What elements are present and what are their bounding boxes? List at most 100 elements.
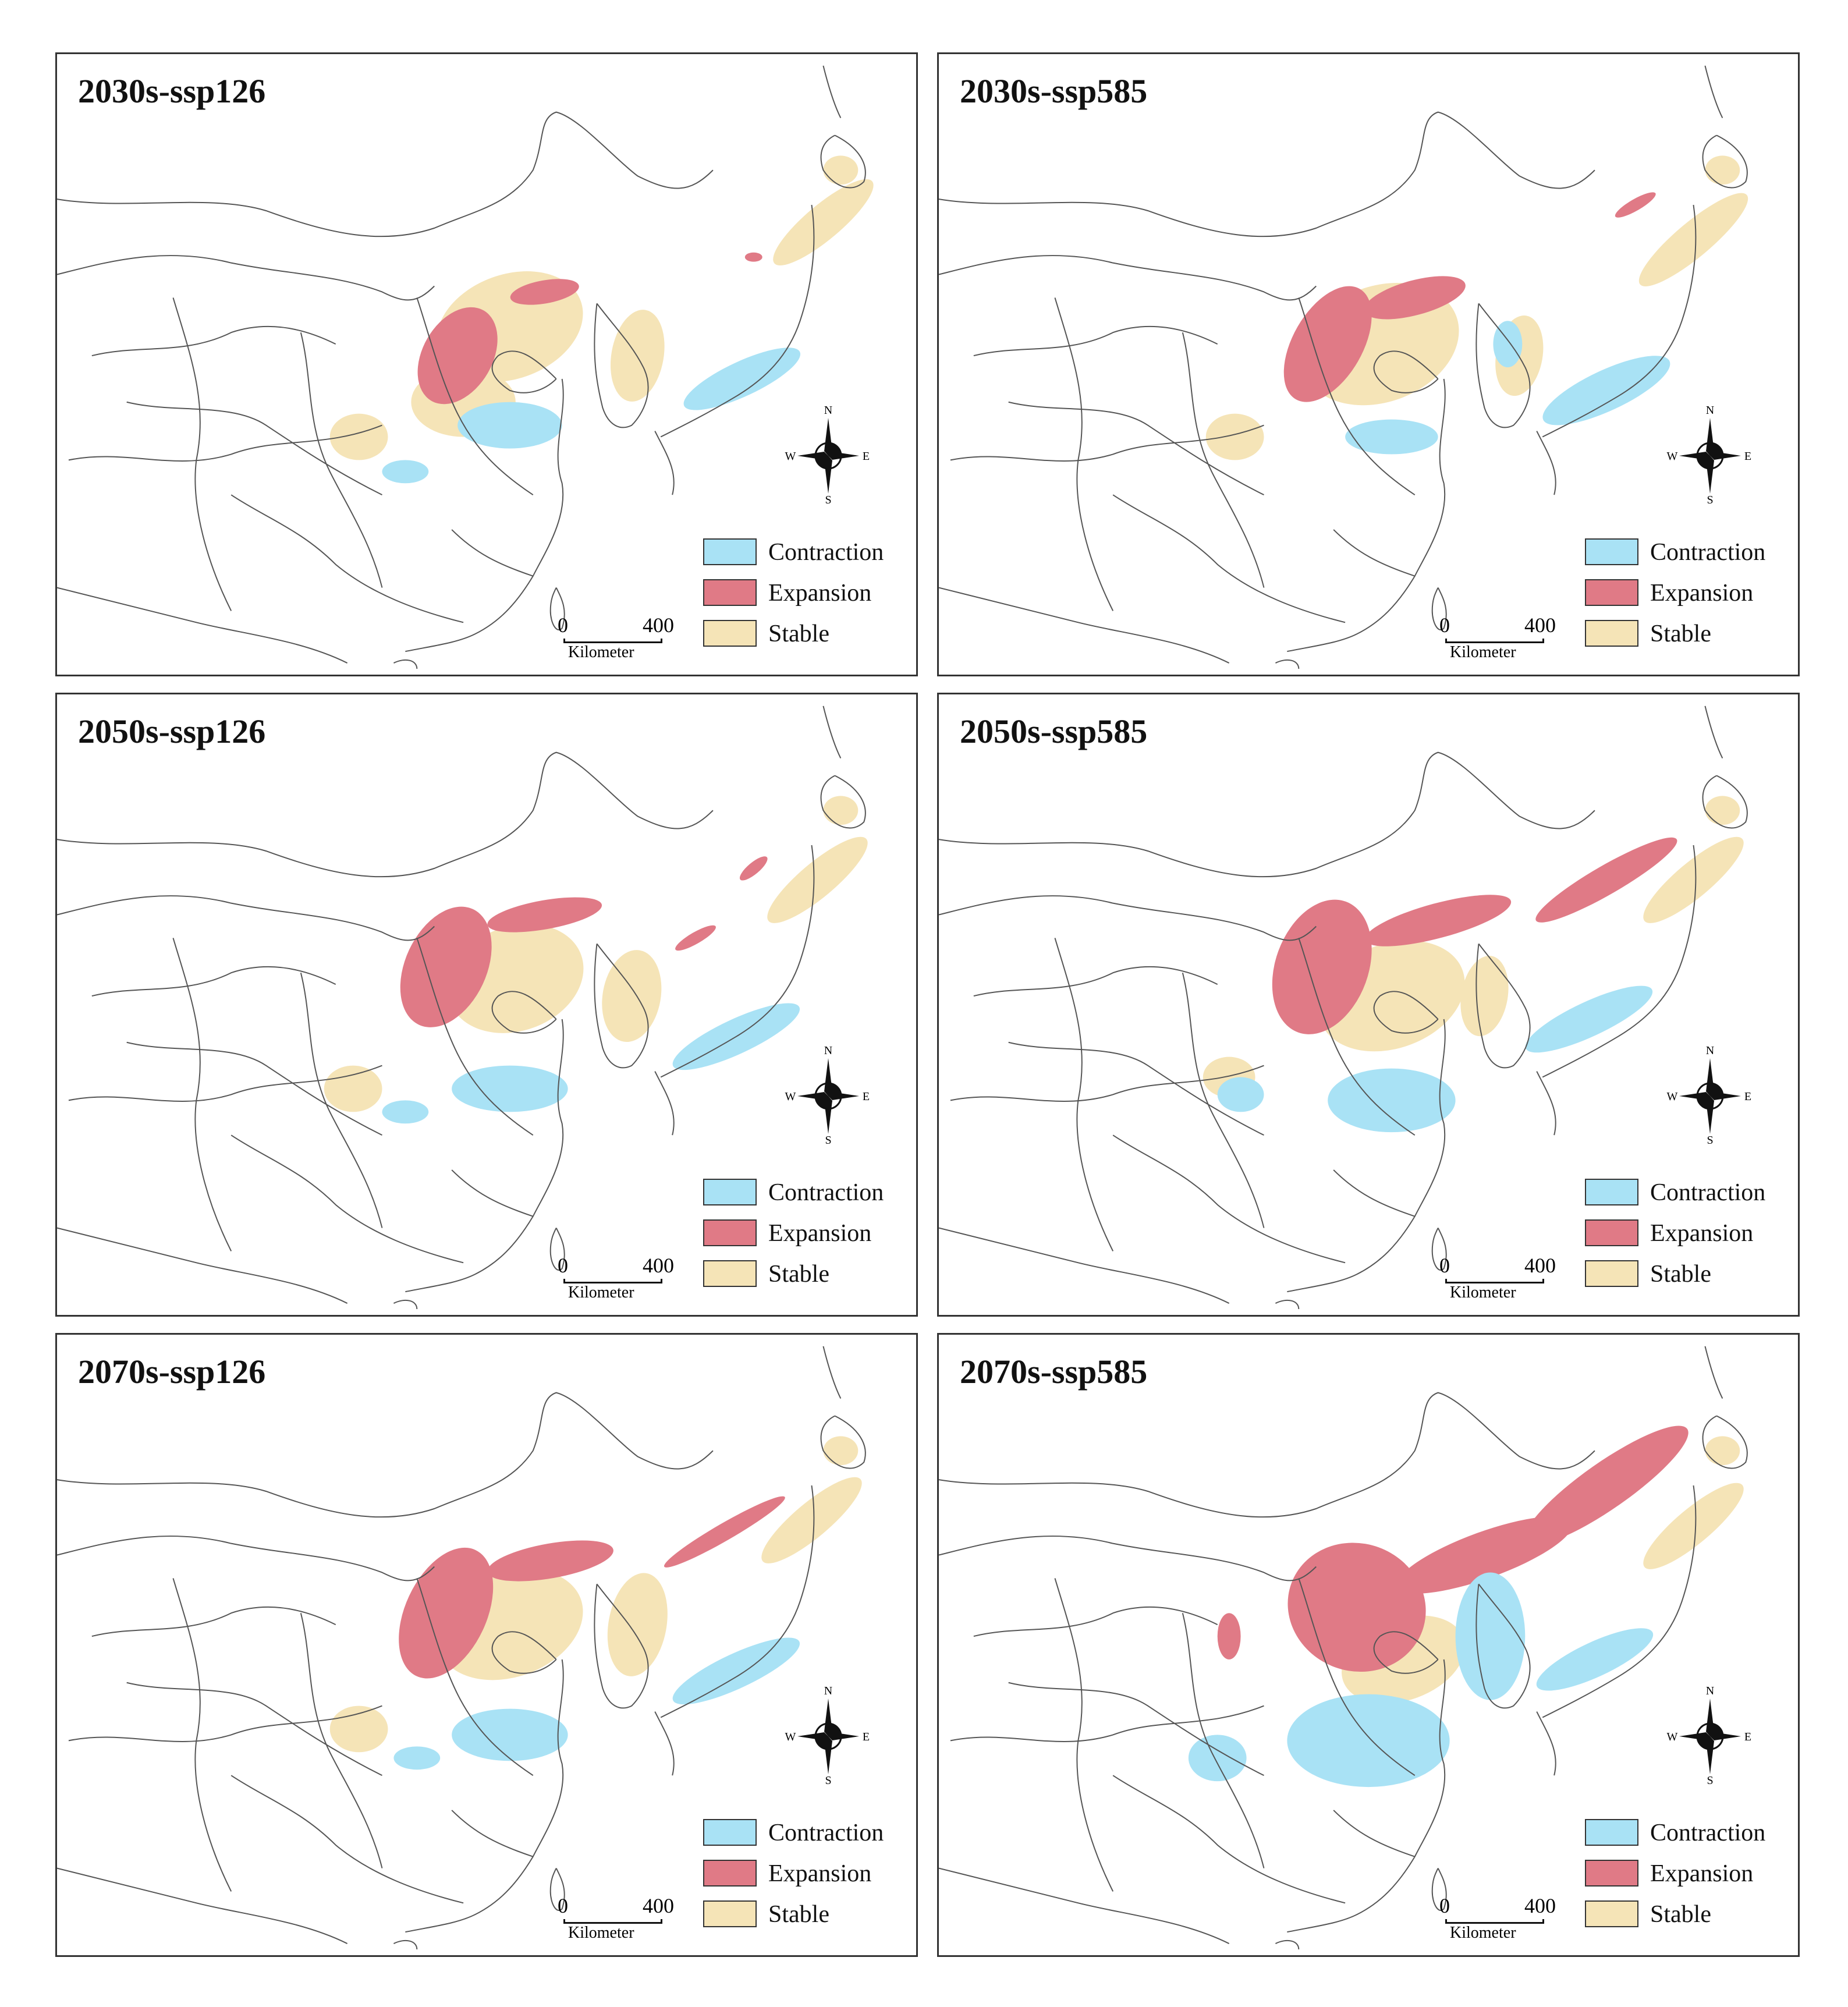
legend-label-contraction: Contraction xyxy=(1650,539,1766,566)
legend-label-expansion: Expansion xyxy=(1650,1220,1754,1247)
scale-max: 400 xyxy=(1524,1894,1556,1917)
scale-bar-line xyxy=(1445,1919,1544,1924)
legend-expansion: Expansion xyxy=(1585,1218,1798,1249)
legend-label-stable: Stable xyxy=(768,1261,829,1288)
legend-stable: Stable xyxy=(1585,1899,1798,1930)
compass-e: E xyxy=(863,450,870,463)
legend-swatch-expansion xyxy=(703,1860,757,1887)
legend-contraction: Contraction xyxy=(1585,537,1798,568)
legend-label-contraction: Contraction xyxy=(768,1179,884,1206)
north-arrow-icon: N S W E xyxy=(1667,1044,1752,1147)
legend-label-stable: Stable xyxy=(1650,620,1711,647)
map-panel-2070s-ssp126: 2070s-ssp126 N S W E Contraction Expansi… xyxy=(55,1333,918,1957)
base-map xyxy=(939,1346,1748,1950)
legend-label-contraction: Contraction xyxy=(768,1820,884,1846)
compass-e: E xyxy=(1744,450,1751,463)
legend-expansion: Expansion xyxy=(703,1218,916,1249)
scale-max: 400 xyxy=(1524,614,1556,637)
legend: Contraction Expansion Stable xyxy=(1585,1818,1794,1934)
scale-bar-line xyxy=(563,639,662,643)
map-panel-2070s-ssp585: 2070s-ssp585 N S W E Contraction Expansi… xyxy=(937,1333,1800,1957)
legend-swatch-stable xyxy=(703,620,757,647)
legend: Contraction Expansion Stable xyxy=(703,1178,913,1294)
legend-label-contraction: Contraction xyxy=(768,539,884,566)
expansion-area xyxy=(399,1496,785,1679)
legend-expansion: Expansion xyxy=(703,1859,916,1889)
legend-stable: Stable xyxy=(1585,1259,1798,1289)
legend-swatch-expansion xyxy=(1585,1219,1638,1246)
legend-label-contraction: Contraction xyxy=(1650,1820,1766,1846)
scale-bar: 0 400 Kilometer xyxy=(558,613,674,665)
scale-max: 400 xyxy=(643,1254,674,1277)
north-arrow-icon: N S W E xyxy=(785,404,870,506)
legend: Contraction Expansion Stable xyxy=(703,1818,913,1934)
country-boundaries xyxy=(939,705,1748,1310)
scale-bar-line xyxy=(563,1919,662,1924)
scale-bar: 0 400 Kilometer xyxy=(1439,1893,1556,1946)
legend: Contraction Expansion Stable xyxy=(1585,1178,1794,1294)
compass-s: S xyxy=(1707,1134,1713,1147)
scale-bar: 0 400 Kilometer xyxy=(1439,613,1556,665)
legend-swatch-contraction xyxy=(703,1819,757,1846)
legend-swatch-contraction xyxy=(1585,1819,1638,1846)
scale-bar-line xyxy=(1445,1279,1544,1283)
stable-area xyxy=(324,796,868,1112)
map-panel-2030s-ssp585: 2030s-ssp585 N S W E Contraction Expansi… xyxy=(937,52,1800,676)
legend-label-contraction: Contraction xyxy=(1650,1179,1766,1206)
compass-e: E xyxy=(863,1090,870,1103)
compass-s: S xyxy=(1707,494,1713,506)
compass-w: W xyxy=(785,450,796,463)
scale-zero: 0 xyxy=(1439,1254,1450,1277)
panel-title: 2070s-ssp126 xyxy=(78,1353,266,1391)
compass-n: N xyxy=(824,404,832,417)
scale-unit: Kilometer xyxy=(568,1283,634,1302)
compass-w: W xyxy=(1667,1090,1678,1103)
compass-w: W xyxy=(785,1731,796,1743)
legend-swatch-contraction xyxy=(703,1179,757,1205)
legend: Contraction Expansion Stable xyxy=(703,537,913,654)
scale-max: 400 xyxy=(643,1894,674,1917)
legend-label-expansion: Expansion xyxy=(1650,580,1754,607)
legend-label-expansion: Expansion xyxy=(768,580,872,607)
legend-stable: Stable xyxy=(1585,619,1798,649)
country-boundaries xyxy=(57,65,866,669)
legend-swatch-expansion xyxy=(703,579,757,606)
scale-zero: 0 xyxy=(558,614,568,637)
legend-contraction: Contraction xyxy=(703,537,916,568)
scale-zero: 0 xyxy=(558,1254,568,1277)
legend-swatch-stable xyxy=(703,1900,757,1927)
compass-n: N xyxy=(1706,1044,1714,1057)
contraction-area xyxy=(1188,1572,1654,1788)
compass-n: N xyxy=(1706,1685,1714,1697)
legend-stable: Stable xyxy=(703,619,916,649)
panel-title: 2030s-ssp126 xyxy=(78,72,266,110)
legend-swatch-contraction xyxy=(703,538,757,565)
legend-label-stable: Stable xyxy=(1650,1261,1711,1288)
scale-bar: 0 400 Kilometer xyxy=(558,1253,674,1306)
country-boundaries xyxy=(939,1346,1748,1950)
compass-e: E xyxy=(1744,1731,1751,1743)
legend-swatch-expansion xyxy=(1585,1860,1638,1887)
legend-swatch-contraction xyxy=(1585,538,1638,565)
panel-title: 2030s-ssp585 xyxy=(960,72,1148,110)
compass-n: N xyxy=(1706,404,1714,417)
scale-unit: Kilometer xyxy=(568,643,634,661)
expansion-area xyxy=(400,856,768,1027)
legend-expansion: Expansion xyxy=(1585,578,1798,608)
north-arrow-icon: N S W E xyxy=(1667,404,1752,506)
legend-swatch-expansion xyxy=(1585,579,1638,606)
scale-unit: Kilometer xyxy=(1450,1283,1516,1302)
expansion-area xyxy=(417,252,762,405)
scale-bar-line xyxy=(1445,639,1544,643)
contraction-area xyxy=(382,347,801,484)
expansion-area xyxy=(1272,837,1677,1034)
scale-bar: 0 400 Kilometer xyxy=(558,1893,674,1946)
compass-n: N xyxy=(824,1044,832,1057)
compass-w: W xyxy=(1667,450,1678,463)
legend-expansion: Expansion xyxy=(703,578,916,608)
base-map xyxy=(57,1346,866,1950)
north-arrow-icon: N S W E xyxy=(785,1044,870,1147)
contraction-area xyxy=(1217,985,1653,1133)
compass-n: N xyxy=(824,1685,832,1697)
compass-s: S xyxy=(825,494,831,506)
